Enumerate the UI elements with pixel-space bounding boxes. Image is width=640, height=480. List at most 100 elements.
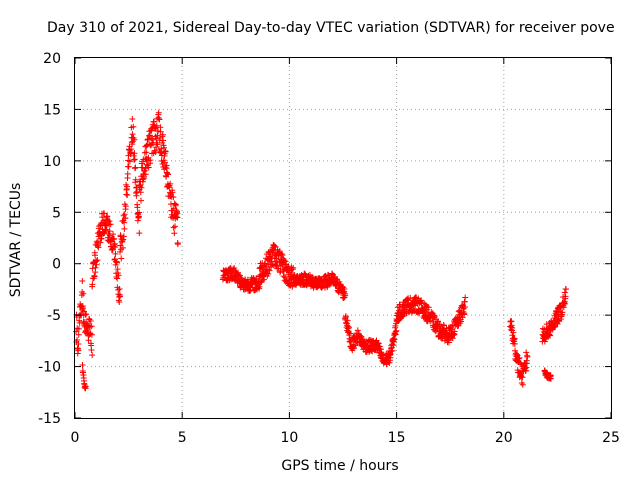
data-point (163, 162, 170, 169)
data-point (510, 329, 517, 336)
data-point (155, 127, 162, 134)
data-point (235, 271, 242, 278)
data-point (117, 248, 124, 255)
data-point (97, 239, 104, 246)
x-tick-label: 0 (71, 430, 80, 446)
data-point (170, 224, 177, 231)
data-point (449, 322, 456, 329)
data-point (79, 278, 86, 285)
data-point (562, 286, 569, 293)
data-point (118, 255, 125, 262)
data-point (74, 336, 81, 343)
chart-title: Day 310 of 2021, Sidereal Day-to-day VTE… (47, 20, 615, 36)
data-point (116, 299, 123, 306)
data-point (345, 324, 352, 331)
y-tick-label: 5 (52, 205, 61, 221)
data-point (509, 324, 516, 331)
data-point (146, 132, 153, 139)
data-point (119, 244, 126, 251)
data-point (511, 335, 518, 342)
data-point (107, 221, 114, 228)
data-point (174, 214, 181, 221)
data-point (75, 341, 82, 348)
data-point (129, 141, 136, 148)
data-point (445, 339, 452, 346)
data-point (143, 149, 150, 156)
data-point (519, 374, 526, 381)
data-point (122, 215, 129, 222)
data-point (138, 184, 145, 191)
data-point (121, 225, 128, 232)
data-point (80, 305, 87, 312)
data-point (88, 331, 95, 338)
plot-frame (74, 57, 612, 419)
data-point (83, 311, 90, 318)
data-point (151, 147, 158, 154)
data-point (459, 314, 466, 321)
data-point (132, 164, 139, 171)
y-tick-label: -10 (38, 360, 61, 376)
data-point (376, 343, 383, 350)
data-point (137, 197, 144, 204)
data-point (547, 332, 554, 339)
data-point (106, 218, 113, 225)
data-point (117, 293, 124, 300)
data-points (73, 109, 569, 392)
data-point (75, 347, 82, 354)
data-point (146, 141, 153, 148)
data-point (169, 189, 176, 196)
data-point (134, 204, 141, 211)
data-point (425, 304, 432, 311)
data-point (462, 294, 469, 301)
data-point (247, 287, 254, 294)
data-point (171, 230, 178, 237)
data-point (131, 156, 138, 163)
data-point (285, 263, 292, 270)
x-tick-label: 10 (280, 430, 298, 446)
data-point (132, 176, 139, 183)
data-point (350, 345, 357, 352)
data-point (142, 165, 149, 172)
data-point (144, 136, 151, 143)
data-point (461, 310, 468, 317)
data-point (89, 281, 96, 288)
data-point (290, 264, 297, 271)
data-point (89, 265, 96, 272)
data-point (262, 260, 269, 267)
data-point (393, 327, 400, 334)
data-point (256, 283, 263, 290)
data-point (85, 337, 92, 344)
x-tick-label: 25 (602, 430, 620, 446)
data-point (431, 313, 438, 320)
data-point (346, 330, 353, 337)
ticks: 0 5 10 15 20 25 -15 -10 -5 0 5 10 15 20 (38, 51, 620, 446)
data-point (281, 257, 288, 264)
data-point (129, 115, 136, 122)
data-point (91, 273, 98, 280)
data-point (116, 286, 123, 293)
data-point (73, 328, 80, 335)
data-point (125, 163, 132, 170)
data-point (231, 265, 238, 272)
data-point (122, 203, 129, 210)
data-point (546, 332, 553, 339)
data-point (124, 191, 131, 198)
data-point (141, 149, 148, 156)
grid (75, 58, 611, 418)
data-point (88, 323, 95, 330)
data-point (266, 267, 273, 274)
data-point (87, 317, 94, 324)
data-point (451, 328, 458, 335)
data-point (82, 383, 89, 390)
data-point (101, 210, 108, 217)
x-tick-label: 15 (388, 430, 406, 446)
data-point (128, 146, 135, 153)
data-point (377, 346, 384, 353)
data-point (511, 340, 518, 347)
y-tick-label: 10 (43, 154, 61, 170)
data-point (112, 250, 119, 257)
data-point (114, 275, 121, 282)
data-point (170, 194, 177, 201)
data-point (113, 259, 120, 266)
data-point (130, 123, 137, 130)
